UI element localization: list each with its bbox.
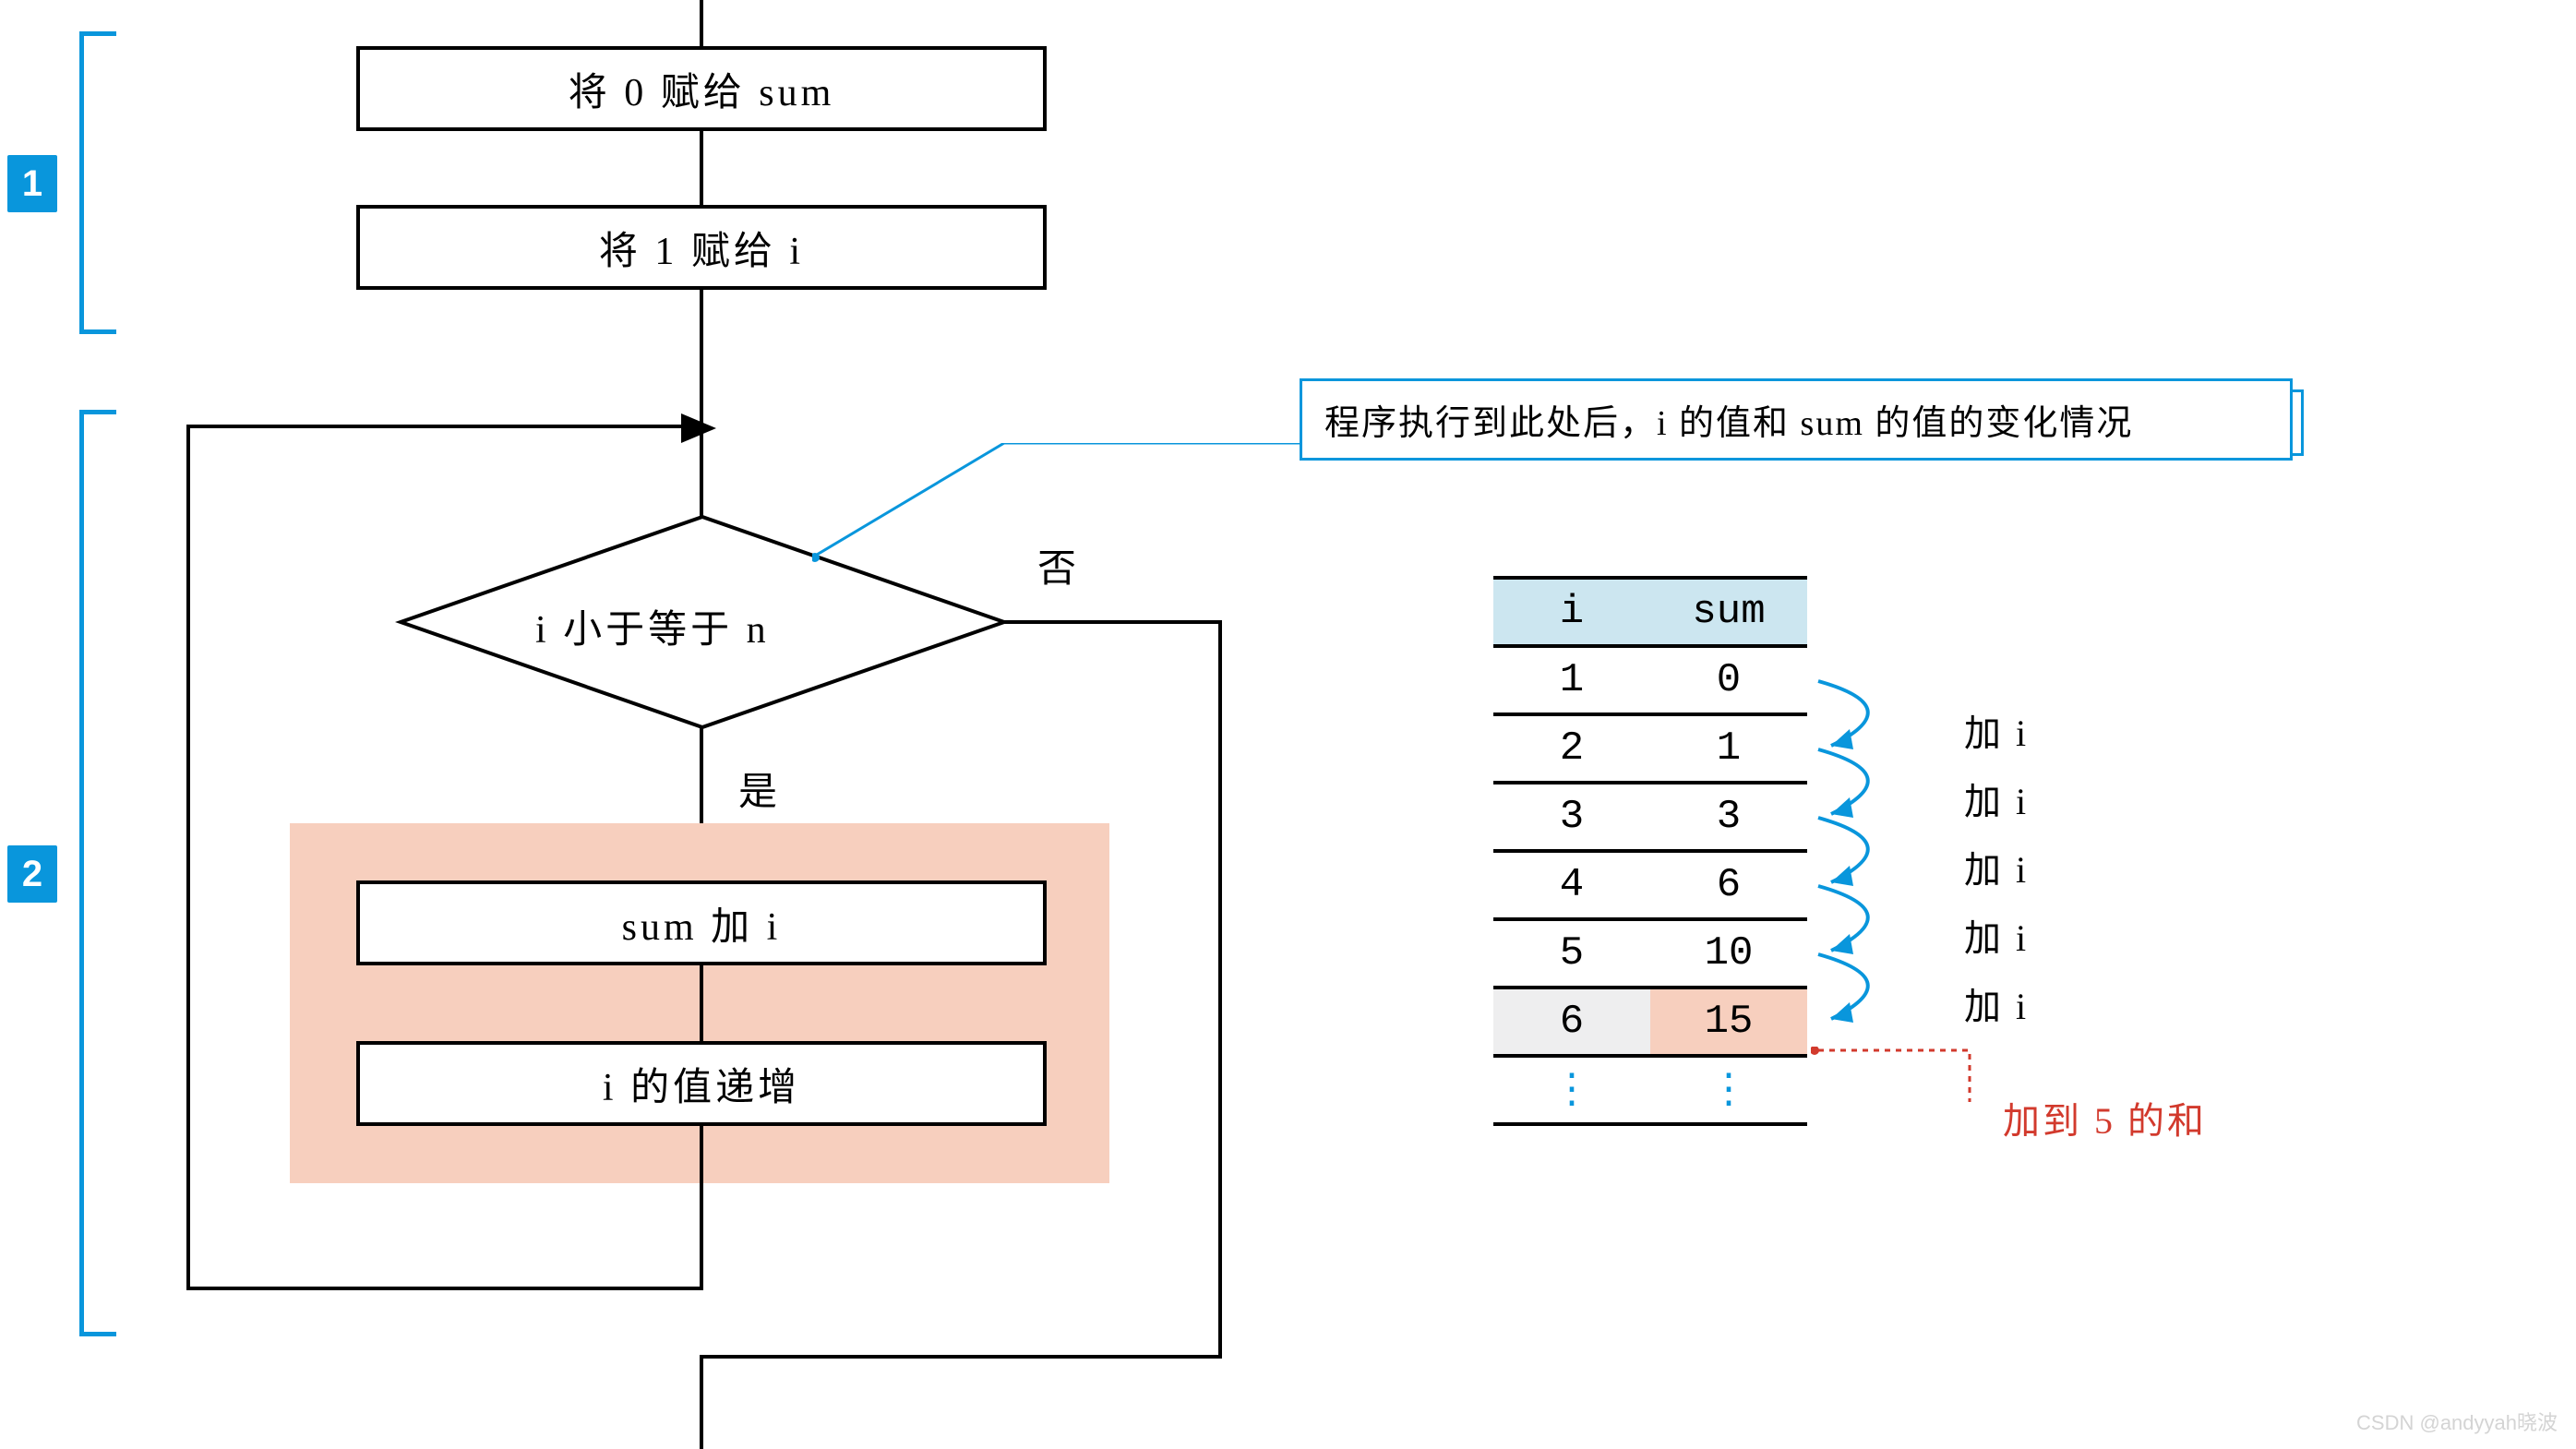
flow-exit [700,1355,703,1449]
flow-loop-right [186,425,681,428]
flow-loop-up [186,425,190,1290]
bracket-2 [79,410,116,1336]
add-label-1: 加 i [1964,772,2029,825]
flow-loop-left [186,1287,703,1290]
box-incr-i: i 的值递增 [356,1041,1047,1126]
flow-3-4 [700,965,703,1041]
final-connector [1811,1047,1995,1120]
table-row: 33 [1493,783,1807,851]
box-sum-add: sum 加 i [356,880,1047,965]
final-note: 加到 5 的和 [2003,1091,2207,1144]
badge-1: 1 [7,155,57,212]
add-label-2: 加 i [1964,840,2029,893]
th-sum: sum [1650,578,1807,646]
add-label-3: 加 i [1964,908,2029,962]
table-row: 10 [1493,646,1807,714]
add-label-0: 加 i [1964,703,2029,757]
box-init-sum: 将 0 赋给 sum [356,46,1047,131]
decision-label: i 小于等于 n [535,598,770,654]
bracket-1 [79,31,116,334]
flow-no-down [1218,620,1222,1359]
watermark: CSDN @andyyah晓波 [2356,1407,2558,1436]
arrowhead-loopback [661,408,716,449]
yes-label: 是 [738,760,777,817]
box-init-sum-label: 将 0 赋给 sum [569,61,835,117]
flow-no-left [700,1355,1222,1359]
table-row-ellipsis: ⋮⋮ [1493,1056,1807,1124]
flow-loop-down [700,1126,703,1290]
table-row: 510 [1493,919,1807,988]
table-row: 21 [1493,714,1807,783]
flow-1-2 [700,131,703,205]
callout: 程序执行到此处后，i 的值和 sum 的值的变化情况 [1300,378,2293,461]
callout-connector [812,443,1311,563]
table-row-final: 615 [1493,988,1807,1056]
box-init-i-label: 将 1 赋给 i [599,220,804,276]
box-sum-add-label: sum 加 i [622,895,782,952]
add-label-4: 加 i [1964,976,2029,1030]
box-incr-i-label: i 的值递增 [603,1056,800,1112]
th-i: i [1493,578,1650,646]
trace-table: i sum 10 21 33 46 510 615 ⋮⋮ [1493,576,1807,1126]
badge-2: 2 [7,845,57,903]
table-row: 46 [1493,851,1807,919]
flow-no-right [1004,620,1222,624]
flow-2-3 [700,290,703,517]
flow-entry [700,0,703,52]
box-init-i: 将 1 赋给 i [356,205,1047,290]
callout-text: 程序执行到此处后，i 的值和 sum 的值的变化情况 [1324,404,2133,443]
